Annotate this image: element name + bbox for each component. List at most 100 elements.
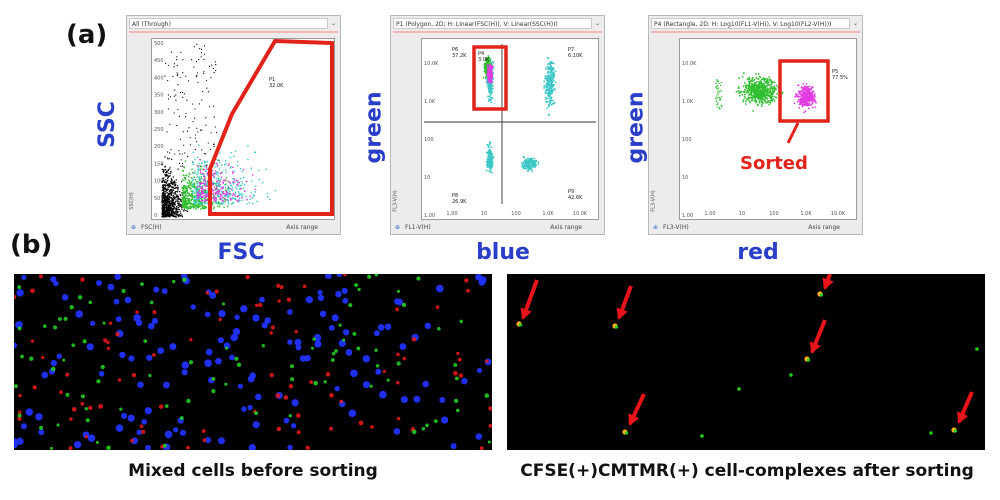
cell-complex-green — [806, 358, 811, 362]
plot3-footer: ⊕ FL3-V(H) Axis range — [651, 223, 860, 233]
plot2-x-tick: 10 — [481, 211, 487, 217]
plot1-window: All (Through) ⌄ SSC(H) 500 450 400 350 300 25… — [126, 15, 341, 235]
plot1-axis-range[interactable]: Axis range — [286, 224, 318, 231]
plot3-y-axis-label: green — [623, 91, 649, 164]
plot1-events-cyan — [191, 144, 277, 205]
plot2-x-tick: 1.0K — [542, 211, 554, 217]
plot3-x-badge[interactable]: ⊕ — [653, 224, 659, 231]
plot2-gate-p4 — [472, 45, 508, 111]
plot2-y-tick: 1.0K — [424, 99, 436, 105]
red-arrow-icon — [809, 319, 827, 354]
chevron-down-icon[interactable]: ⌄ — [330, 20, 337, 27]
plot1-y-tick: 50 — [154, 196, 160, 202]
plot3-x-tick: 10 — [739, 211, 745, 217]
plot1-events-magenta — [196, 158, 257, 202]
plot3-gate-p5 — [778, 59, 830, 123]
plot3-axis-range[interactable]: Axis range — [808, 224, 840, 231]
plot3-events-green-edge — [715, 79, 723, 110]
plot2-gate-name: P7 — [568, 47, 574, 53]
plot1-y-tick: 150 — [154, 161, 164, 167]
plot3-y-tick: 1.00 — [682, 213, 693, 219]
chevron-down-icon[interactable]: ⌄ — [594, 20, 601, 27]
plot2-y-tick: 10 — [424, 175, 430, 181]
plot3-x-tick: 1.00 — [704, 211, 715, 217]
plot1-area: 500 450 400 350 300 250 200 150 100 50 0 P1 32.0K — [151, 38, 335, 220]
plot2-y-tick: 100 — [424, 137, 434, 143]
plot1-y-tick: 400 — [154, 75, 164, 81]
panel-b-label: (b) — [10, 230, 53, 260]
plot2-events-cyan-bottom — [520, 155, 540, 173]
plot2-gate-name: P6 — [452, 47, 458, 53]
plot1-y-axis-label: SSC — [94, 101, 120, 148]
plot2-events-magenta — [486, 63, 494, 84]
loose-green-cell — [737, 387, 741, 391]
plot1-footer: ⊕ FSC(H) Axis range — [129, 223, 338, 233]
plot1-y-tick: 300 — [154, 110, 164, 116]
plot3-area: 10.0K 1.0K 100 10 1.00 1.00 10 100 1.0K 10.0K P5 77… — [679, 38, 857, 220]
plot3-events-green — [735, 72, 784, 112]
plot2-gate-value: 37.2K — [452, 53, 467, 59]
sorted-annotation: Sorted — [740, 153, 808, 174]
plot3-x-tick: 100 — [769, 211, 779, 217]
cell-complex-green — [953, 429, 958, 433]
mixed-cells-image — [14, 274, 492, 450]
plot2-x-badge[interactable]: ⊕ — [395, 224, 401, 231]
plot2-axis-range[interactable]: Axis range — [550, 224, 582, 231]
plot1-gate-name: P1 — [269, 77, 275, 83]
plot1-gate-value: 32.0K — [269, 83, 284, 89]
plot1-x-channel: FSC(H) — [141, 224, 162, 231]
plot2-area: 10.0K 1.0K 100 10 1.00 1.00 10 100 1.0K 10.0K P6 37… — [421, 38, 599, 220]
plot2-x-tick: 100 — [511, 211, 521, 217]
red-arrow-icon — [628, 393, 646, 426]
plot2-gate-value: 26.9K — [452, 199, 467, 205]
plot2-gate-name: P8 — [452, 193, 458, 199]
cell-complex-green — [518, 323, 523, 327]
mixed-cells — [14, 274, 492, 450]
plot2-title[interactable]: P1 (Polygon, 2D; H: Linear(FSC(H)), V: L… — [393, 18, 592, 29]
cell-complex-green — [614, 325, 619, 329]
plot1-y-channel: SSC(H) — [128, 192, 135, 210]
plot3-y-tick: 10.0K — [682, 61, 697, 67]
plot1-y-tick: 500 — [154, 41, 164, 47]
plot2-gate-name: P4 — [478, 51, 484, 57]
plot1-y-tick: 100 — [154, 179, 164, 185]
plot3-scatter: 10.0K 1.0K 100 10 1.00 1.00 10 100 1.0K 10.0K P577… — [682, 59, 848, 219]
plot2-gate-name: P9 — [568, 189, 574, 195]
plot1-y-tick: 450 — [154, 58, 164, 64]
loose-green-cell — [975, 347, 979, 351]
plot2-scatter: 10.0K 1.0K 100 10 1.00 1.00 10 100 1.0K 10.0K P637… — [424, 44, 596, 219]
plot2-header-bar — [393, 31, 602, 33]
plot3-x-axis-label: red — [737, 240, 779, 265]
plot3-y-tick: 100 — [682, 137, 692, 143]
plot2-events-cyan-lower — [485, 141, 495, 174]
plot3-gate-value: 77.5% — [832, 75, 848, 81]
plot2-window: P1 (Polygon, 2D; H: Linear(FSC(H)), V: L… — [390, 15, 605, 235]
plot2-events-cyan-right — [543, 56, 557, 117]
plot1-gate-p1 — [208, 39, 334, 216]
sorted-complexes-image — [507, 274, 985, 450]
red-arrow-icon — [822, 274, 834, 290]
plot2-x-tick: 1.00 — [446, 211, 457, 217]
panel-a-label: (a) — [66, 20, 108, 50]
plot2-y-tick: 1.00 — [424, 213, 435, 219]
red-arrow-icon — [520, 279, 539, 320]
plot1-x-badge[interactable]: ⊕ — [131, 224, 137, 231]
loose-green-cell — [789, 373, 793, 377]
chevron-down-icon[interactable]: ⌄ — [852, 20, 859, 27]
plot1-title[interactable]: All (Through) — [129, 18, 328, 29]
plot2-gate-value: 3.0K — [478, 57, 490, 63]
plot1-x-axis-label: FSC — [217, 240, 265, 265]
plot2-x-tick: 10.0K — [573, 211, 588, 217]
plot3-header-bar — [651, 31, 860, 33]
plot1-y-tick: 250 — [154, 127, 164, 133]
plot1-header-bar — [129, 31, 338, 33]
plot1-y-tick: 0 — [154, 213, 157, 219]
plot1-y-tick: 350 — [154, 93, 164, 99]
plot2-x-axis-label: blue — [476, 240, 530, 265]
sorted-complexes — [516, 291, 979, 438]
plot3-x-tick: 10.0K — [831, 211, 846, 217]
plot3-title[interactable]: P4 (Rectangle, 2D; H: Log10(FL1-V(H)), V… — [651, 18, 850, 29]
plot3-x-tick: 1.0K — [800, 211, 812, 217]
plot3-y-tick: 10 — [682, 175, 688, 181]
